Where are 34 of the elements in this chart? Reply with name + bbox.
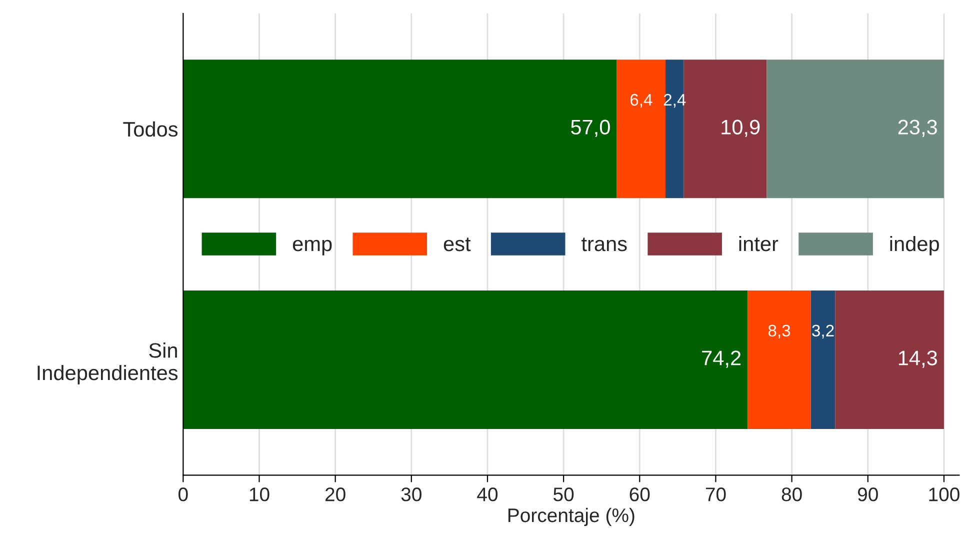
x-axis-title: Porcentaje (%) (508, 508, 634, 526)
bar (810, 290, 836, 430)
x-tick-label: 90 (858, 488, 878, 502)
x-tick-label: 0 (178, 488, 188, 502)
x-tick-label: 30 (401, 488, 422, 502)
x-tick-label: 50 (554, 488, 574, 502)
bar (835, 290, 944, 430)
x-tick-label: 40 (477, 488, 498, 502)
bar (183, 290, 748, 430)
bar (748, 290, 811, 430)
x-tick-label: 70 (706, 488, 726, 502)
y-tick-label: Todos (123, 121, 178, 137)
legend-label: indep (890, 236, 939, 256)
legend-label: est (444, 238, 471, 252)
bar (183, 60, 617, 198)
legend-label: emp (292, 240, 332, 256)
data-label: 10,9 (722, 120, 760, 137)
data-label: 23,3 (898, 120, 937, 137)
x-tick-label: 100 (929, 488, 960, 502)
data-label: 14,3 (898, 350, 937, 368)
bar (666, 60, 684, 198)
bar (766, 60, 944, 198)
data-label: 57,0 (571, 120, 610, 137)
y-tick-label: Sin Independientes (38, 342, 178, 384)
data-label: 6,4 (630, 94, 652, 108)
x-tick-label: 20 (325, 488, 346, 502)
data-label: 3,2 (812, 324, 834, 339)
data-label: 74,2 (702, 350, 741, 368)
data-label: 8,3 (768, 324, 790, 339)
x-tick-label: 60 (630, 488, 650, 502)
x-tick-label: 80 (782, 488, 802, 502)
legend-label: trans (582, 238, 627, 252)
x-tick-label: 10 (250, 488, 270, 502)
legend-label: inter (739, 236, 778, 252)
